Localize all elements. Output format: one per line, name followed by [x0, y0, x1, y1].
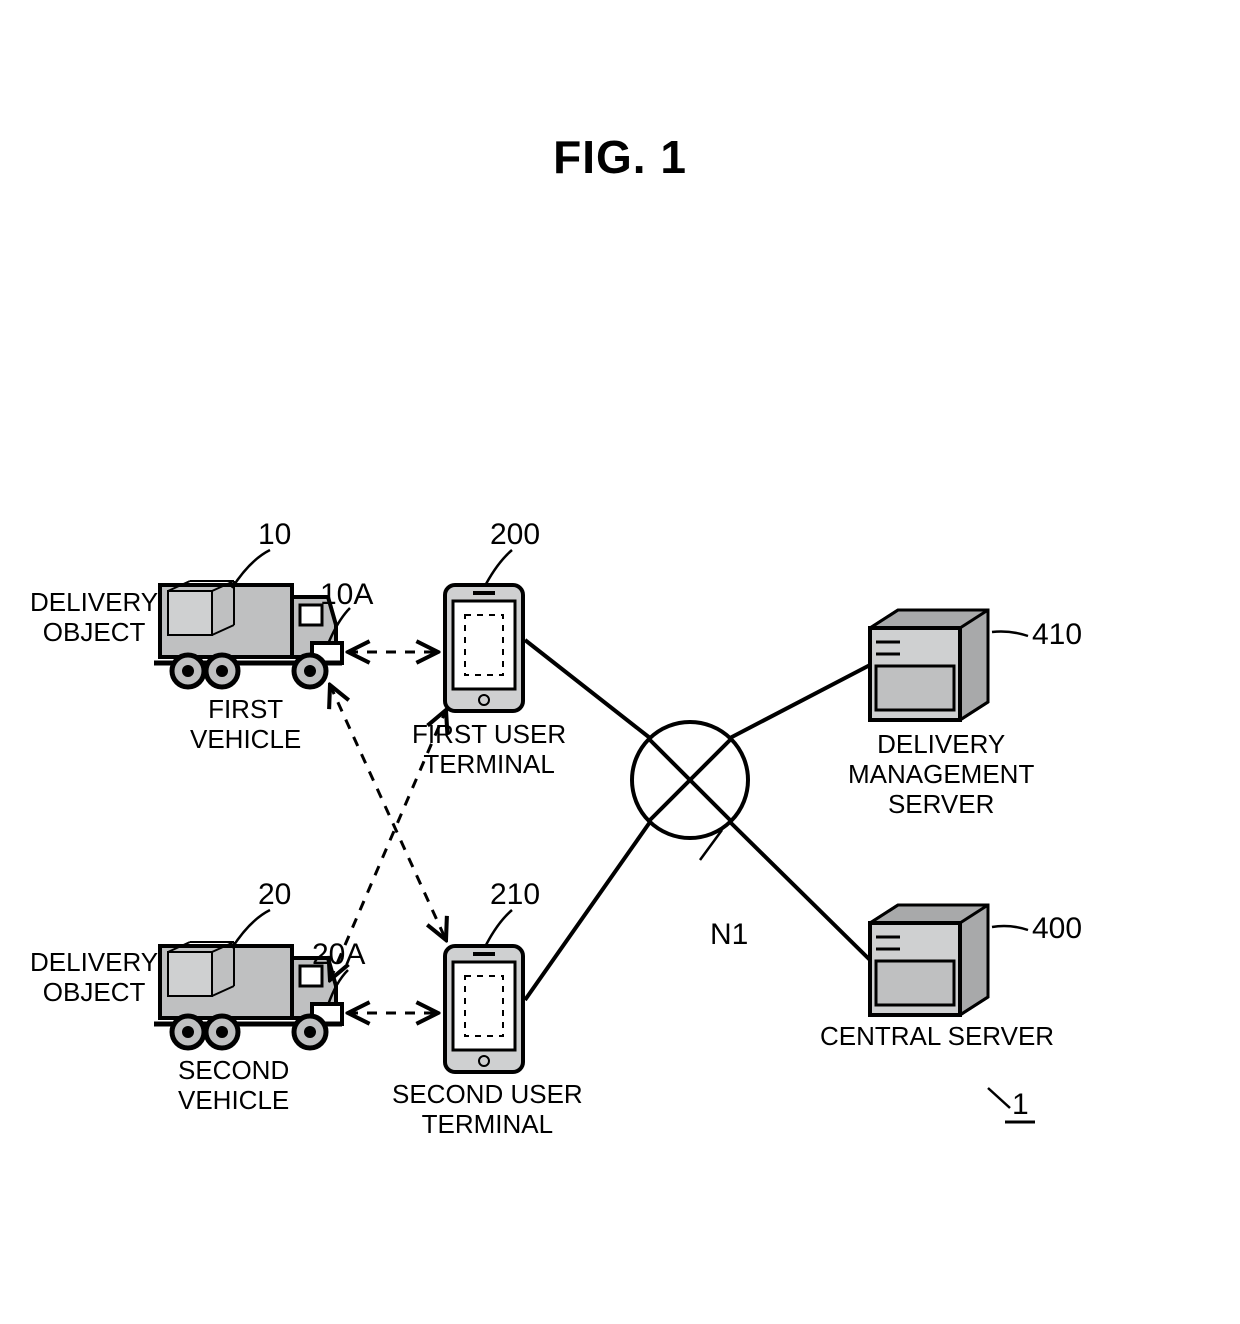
delivery-object-1-label: DELIVERY OBJECT [30, 588, 158, 648]
ref-400: 400 [1032, 912, 1082, 946]
ref-20: 20 [258, 878, 291, 912]
ref-410: 410 [1032, 618, 1082, 652]
second-user-terminal-label: SECOND USER TERMINAL [392, 1080, 583, 1140]
ref-20a: 20A [312, 938, 365, 972]
delivery-management-server-icon [870, 610, 988, 720]
solid-edges [525, 640, 870, 1000]
ref-10a: 10A [320, 578, 373, 612]
second-user-terminal-icon [445, 946, 523, 1072]
network-node-icon [632, 722, 748, 838]
n1-label: N1 [710, 918, 748, 953]
first-user-terminal-label: FIRST USER TERMINAL [412, 720, 566, 780]
ref-figure-1: 1 [1012, 1088, 1029, 1122]
ref-210: 210 [490, 878, 540, 912]
delivery-object-2-label: DELIVERY OBJECT [30, 948, 158, 1008]
first-vehicle-label: FIRST VEHICLE [190, 695, 301, 755]
first-vehicle-icon [154, 581, 342, 687]
ref-200: 200 [490, 518, 540, 552]
first-user-terminal-icon [445, 585, 523, 711]
diagram-svg [0, 0, 1240, 1324]
second-vehicle-label: SECOND VEHICLE [178, 1056, 289, 1116]
central-server-label: CENTRAL SERVER [820, 1022, 1054, 1052]
ref-10: 10 [258, 518, 291, 552]
delivery-mgmt-server-label: DELIVERY MANAGEMENT SERVER [848, 730, 1034, 820]
central-server-icon [870, 905, 988, 1015]
